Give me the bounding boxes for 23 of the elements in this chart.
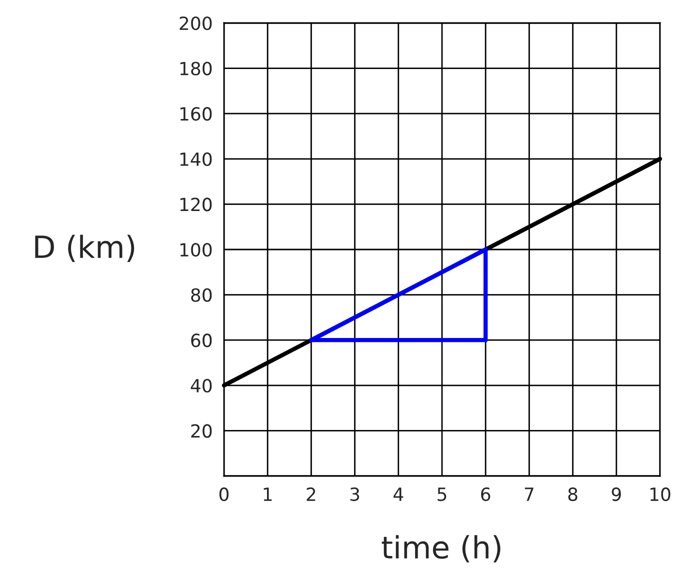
y-tick-label: 60 [191, 334, 212, 348]
y-tick-label: 200 [180, 16, 212, 30]
y-tick-label: 160 [180, 107, 212, 121]
y-tick-label: 80 [191, 288, 212, 302]
y-axis-title: D (km) [35, 234, 134, 262]
y-tick-label: 140 [180, 152, 212, 166]
x-tick-label: 6 [481, 487, 490, 502]
x-tick-label: 10 [650, 487, 670, 502]
x-tick-label: 8 [568, 487, 578, 502]
x-tick-label: 0 [219, 487, 229, 502]
x-tick-label: 1 [264, 488, 272, 501]
y-tick-label: 180 [180, 62, 212, 76]
x-tick-label: 4 [394, 488, 404, 501]
x-tick-label: 7 [524, 488, 534, 501]
y-tick-label: 120 [180, 198, 212, 212]
y-tick-label: 100 [180, 242, 212, 257]
x-tick-label: 9 [612, 487, 621, 502]
x-tick-label: 3 [350, 487, 360, 502]
y-tick-label: 40 [190, 378, 212, 393]
y-tick-label: 20 [191, 424, 212, 438]
x-tick-label: 5 [438, 488, 446, 502]
x-axis-title: time (h) [382, 535, 500, 562]
x-tick-label: 2 [306, 487, 316, 501]
